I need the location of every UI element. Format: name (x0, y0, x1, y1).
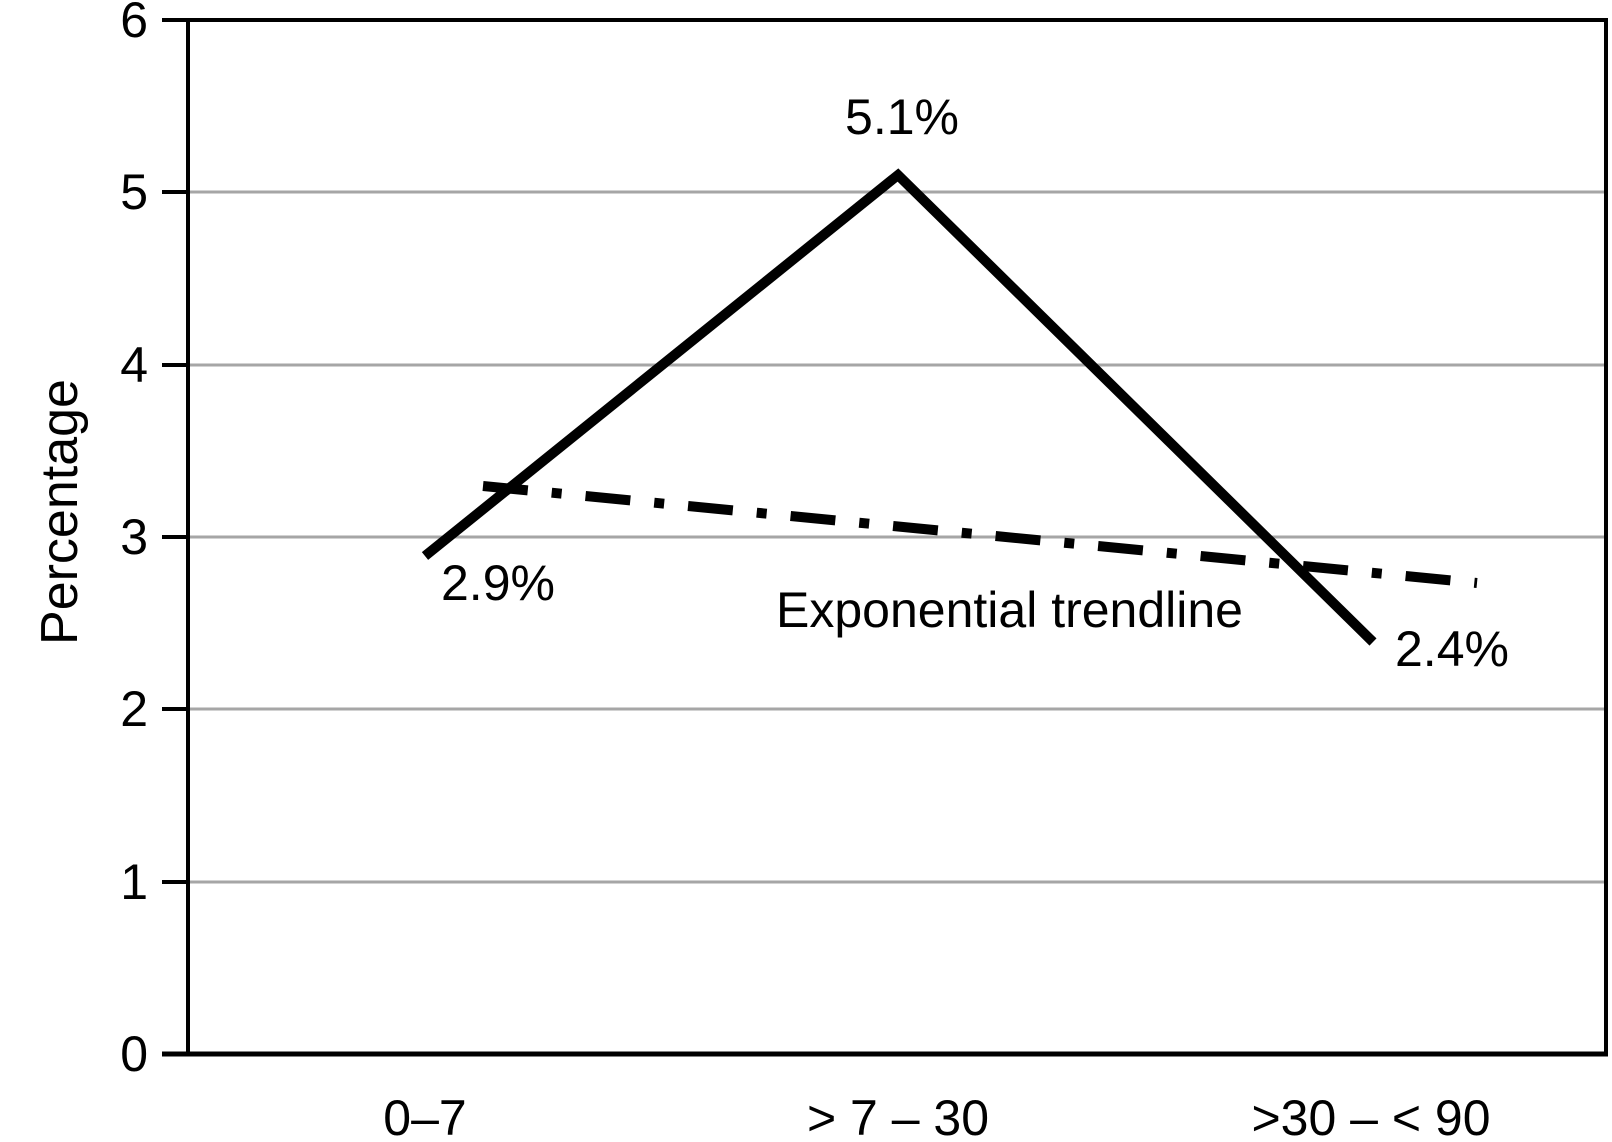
xtick-label-0-7: 0–7 (383, 1090, 467, 1142)
ytick-label-4: 4 (120, 337, 148, 393)
trendline-annotation: Exponential trendline (776, 582, 1243, 638)
xtick-label-7-30: > 7 – 30 (806, 1090, 990, 1142)
ytick-label-6: 6 (120, 0, 148, 48)
data-label-2-9: 2.9% (441, 555, 555, 611)
data-label-2-4: 2.4% (1395, 621, 1509, 677)
ytick-label-3: 3 (120, 509, 148, 565)
ytick-label-5: 5 (120, 164, 148, 220)
exponential-trendline (482, 481, 1478, 588)
ytick-label-0: 0 (120, 1026, 148, 1082)
data-label-5-1: 5.1% (845, 89, 959, 145)
percentage-series-line (421, 168, 1377, 646)
xtick-label-30-90: >30 – < 90 (1251, 1090, 1491, 1142)
ytick-label-2: 2 (120, 681, 148, 737)
ytick-label-1: 1 (120, 854, 148, 910)
